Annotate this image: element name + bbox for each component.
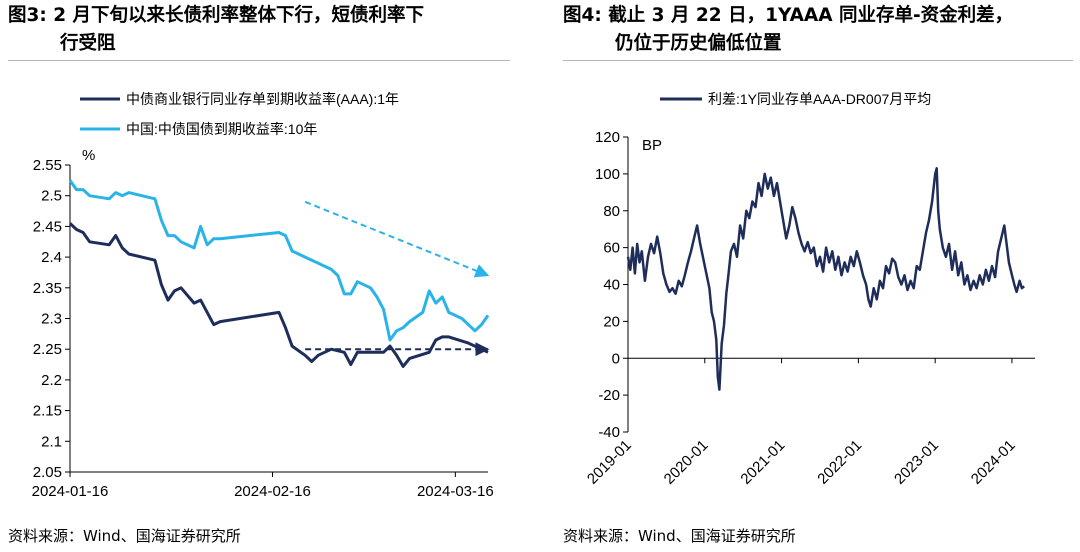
- left-y-tick-label: 2.05: [33, 464, 62, 481]
- left-x-tick-label: 2024-03-16: [417, 483, 494, 500]
- right-y-tick-label: -20: [598, 387, 620, 404]
- left-legend: 中债商业银行同业存单到期收益率(AAA):1年 中国:中债国债到期收益率:10年: [80, 91, 399, 137]
- left-y-tick-label: 2.35: [33, 280, 62, 297]
- left-title-divider: [8, 60, 510, 61]
- right-x-tick-label: 2019-01: [584, 437, 635, 488]
- right-y-tick-label: 0: [612, 350, 620, 367]
- right-series-line-0: [626, 167, 1025, 391]
- right-legend: 利差:1Y同业存单AAA-DR007月平均: [660, 91, 931, 107]
- legend-label-cgb-10y: 中国:中债国债到期收益率:10年: [126, 121, 317, 137]
- legend-label-spread: 利差:1Y同业存单AAA-DR007月平均: [708, 91, 931, 107]
- right-y-tick-label: 60: [603, 240, 620, 257]
- right-x-tick-label: 2023-01: [891, 437, 942, 488]
- left-series-line-0: [68, 222, 489, 368]
- right-figure-title-line2: 仍位于历史偏低位置: [615, 33, 782, 54]
- right-x-tick-label: 2022-01: [814, 437, 865, 488]
- left-figure-title-line2: 行受阻: [60, 33, 116, 54]
- left-y-tick-label: 2.45: [33, 218, 62, 235]
- left-source-note: 资料来源：Wind、国海证券研究所: [8, 527, 241, 545]
- left-figure-title-line1: 图3: 2 月下旬以来长债利率整体下行，短债利率下: [8, 5, 425, 26]
- right-x-tick-label: 2020-01: [661, 437, 712, 488]
- left-x-tick-label: 2024-02-16: [234, 483, 311, 500]
- legend-label-ncd-1y: 中债商业银行同业存单到期收益率(AAA):1年: [126, 91, 399, 107]
- right-y-tick-label: 40: [603, 277, 620, 294]
- left-y-tick-label: 2.2: [41, 372, 62, 389]
- left-y-tick-label: 2.5: [41, 188, 62, 205]
- right-y-unit-label: BP: [642, 137, 662, 154]
- left-y-tick-label: 2.4: [41, 249, 62, 266]
- left-y-tick-label: 2.3: [41, 311, 62, 328]
- left-line-chart: 中债商业银行同业存单到期收益率(AAA):1年 中国:中债国债到期收益率:10年…: [32, 91, 494, 500]
- left-y-tick-label: 2.55: [33, 157, 62, 174]
- right-y-tick-label: 120: [595, 129, 620, 146]
- right-title-divider: [563, 60, 1073, 61]
- right-line-chart: 利差:1Y同业存单AAA-DR007月平均 BP 120 100 80 60 40 20 0…: [584, 91, 1035, 488]
- left-y-tick-label: 2.25: [33, 341, 62, 358]
- left-x-tick-label: 2024-01-16: [32, 483, 109, 500]
- right-y-tick-label: 100: [595, 166, 620, 183]
- right-y-tick-label: -40: [598, 424, 620, 441]
- right-figure-title-line1: 图4: 截止 3 月 22 日，1YAAA 同业存单-资金利差，: [563, 5, 1014, 26]
- left-y-unit-label: %: [82, 147, 95, 164]
- right-x-tick-label: 2024-01: [968, 437, 1019, 488]
- right-y-tick-label: 20: [603, 313, 620, 330]
- right-y-tick-label: 80: [603, 203, 620, 220]
- left-series-line-1: [68, 179, 490, 342]
- left-y-tick-label: 2.15: [33, 403, 62, 420]
- left-trend-arrow-0: [304, 200, 490, 278]
- left-y-tick-label: 2.1: [41, 433, 62, 450]
- right-source-note: 资料来源：Wind、国海证券研究所: [563, 527, 796, 545]
- right-x-tick-label: 2021-01: [737, 437, 788, 488]
